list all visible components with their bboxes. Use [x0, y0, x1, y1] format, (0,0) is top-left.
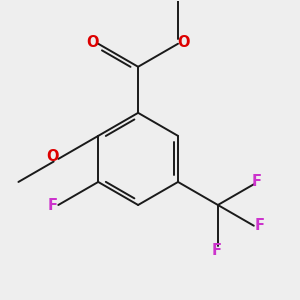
- Text: O: O: [177, 35, 190, 50]
- Text: F: F: [252, 174, 262, 189]
- Text: O: O: [47, 149, 59, 164]
- Text: O: O: [87, 35, 99, 50]
- Text: F: F: [254, 218, 264, 233]
- Text: F: F: [212, 243, 221, 258]
- Text: F: F: [47, 198, 57, 213]
